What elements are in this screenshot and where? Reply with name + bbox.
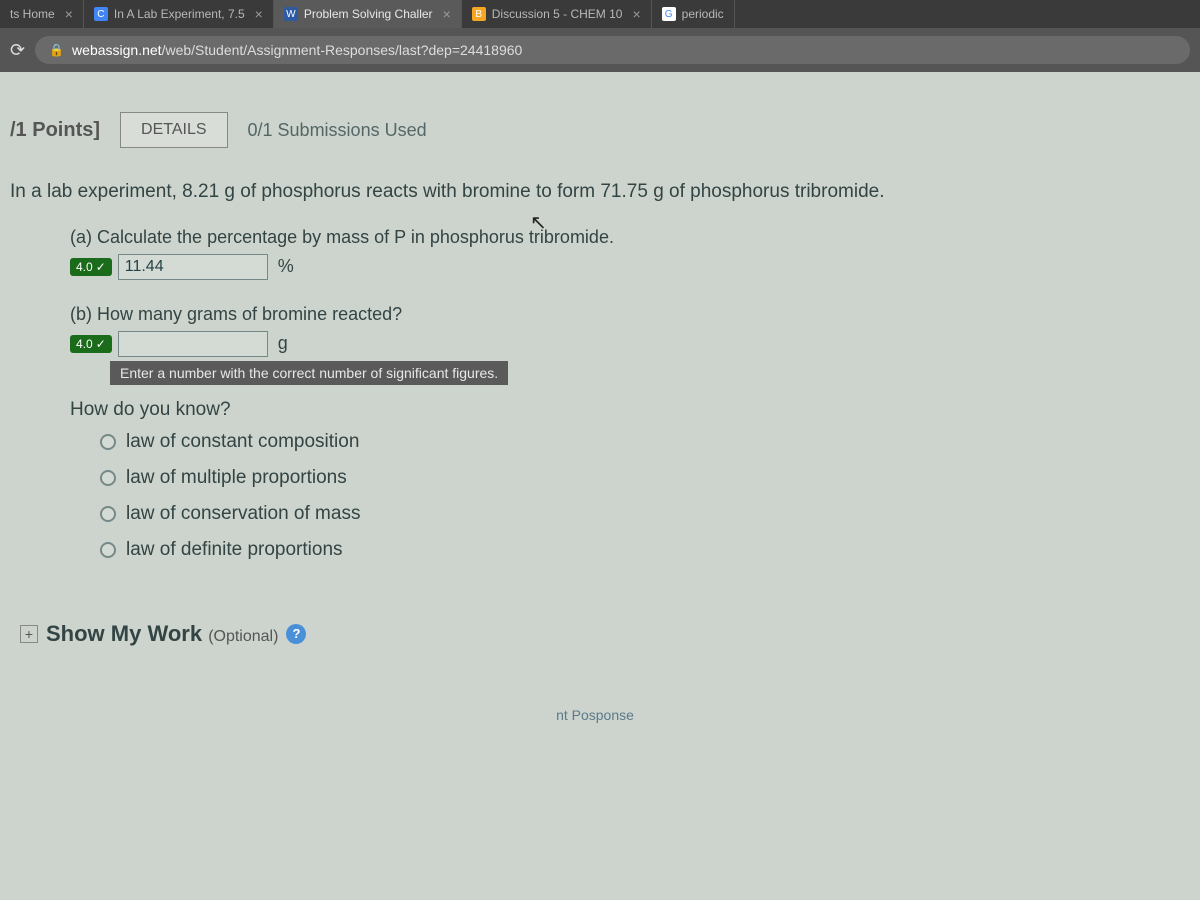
part-a-input[interactable] (118, 254, 268, 280)
radio-conservation-mass[interactable]: law of conservation of mass (100, 503, 1180, 525)
expand-icon[interactable]: + (20, 625, 38, 643)
tab-discussion[interactable]: B Discussion 5 - CHEM 10 × (462, 0, 652, 28)
tab-problem-solving[interactable]: W Problem Solving Challer × (274, 0, 462, 28)
part-a-answer-row: 4.0✓ % (70, 254, 1180, 280)
cengage-favicon-icon: C (94, 7, 108, 21)
close-icon[interactable]: × (632, 6, 640, 22)
radio-definite-proportions[interactable]: law of definite proportions (100, 539, 1180, 561)
part-b-answer-row: 4.0✓ g (70, 331, 1180, 357)
radio-icon (100, 434, 116, 450)
tab-label: ts Home (10, 7, 55, 21)
lock-icon: 🔒 (49, 43, 64, 57)
radio-constant-composition[interactable]: law of constant composition (100, 431, 1180, 453)
url-bar[interactable]: 🔒 webassign.net/web/Student/Assignment-R… (35, 36, 1190, 64)
details-button[interactable]: DETAILS (120, 112, 228, 148)
part-b-input[interactable] (118, 331, 268, 357)
radio-label: law of constant composition (126, 431, 359, 453)
points-row: /1 Points] DETAILS 0/1 Submissions Used (10, 112, 1180, 148)
tab-periodic[interactable]: G periodic (652, 0, 735, 28)
hint-box: Enter a number with the correct number o… (110, 361, 508, 385)
radio-icon (100, 506, 116, 522)
tab-home[interactable]: ts Home × (0, 0, 84, 28)
blackboard-favicon-icon: B (472, 7, 486, 21)
part-b-unit: g (278, 333, 288, 354)
radio-icon (100, 470, 116, 486)
close-icon[interactable]: × (255, 6, 263, 22)
tab-label: periodic (682, 7, 724, 21)
close-icon[interactable]: × (443, 6, 451, 22)
show-my-work-label[interactable]: Show My Work (Optional) (46, 621, 278, 647)
part-b-label: (b) How many grams of bromine reacted? (70, 304, 1180, 325)
help-icon[interactable]: ? (286, 624, 306, 644)
main-content: /1 Points] DETAILS 0/1 Submissions Used … (0, 72, 1200, 743)
close-icon[interactable]: × (65, 6, 73, 22)
part-a: (a) Calculate the percentage by mass of … (70, 227, 1180, 280)
points-label: /1 Points] (10, 119, 100, 142)
radio-multiple-proportions[interactable]: law of multiple proportions (100, 467, 1180, 489)
radio-label: law of multiple proportions (126, 467, 347, 489)
part-a-unit: % (278, 256, 294, 277)
reload-icon[interactable]: ⟳ (10, 40, 25, 61)
question-text: In a lab experiment, 8.21 g of phosphoru… (10, 178, 1180, 207)
radio-icon (100, 542, 116, 558)
score-badge: 4.0✓ (70, 258, 112, 276)
sub-question: How do you know? (70, 399, 1180, 421)
tab-label: Problem Solving Challer (304, 7, 433, 21)
score-badge: 4.0✓ (70, 335, 112, 353)
url-text: webassign.net/web/Student/Assignment-Res… (72, 42, 522, 58)
google-favicon-icon: G (662, 7, 676, 21)
check-icon: ✓ (96, 337, 106, 351)
show-my-work-row: + Show My Work (Optional) ? (20, 621, 1180, 647)
browser-tab-bar: ts Home × C In A Lab Experiment, 7.5 × W… (0, 0, 1200, 28)
url-bar-row: ⟳ 🔒 webassign.net/web/Student/Assignment… (0, 28, 1200, 72)
part-a-label: (a) Calculate the percentage by mass of … (70, 227, 1180, 248)
check-icon: ✓ (96, 260, 106, 274)
part-b: (b) How many grams of bromine reacted? 4… (70, 304, 1180, 561)
bottom-cut-text: nt Posponse (10, 707, 1180, 723)
submissions-label: 0/1 Submissions Used (248, 120, 427, 141)
tab-lab-experiment[interactable]: C In A Lab Experiment, 7.5 × (84, 0, 274, 28)
tab-label: Discussion 5 - CHEM 10 (492, 7, 623, 21)
tab-label: In A Lab Experiment, 7.5 (114, 7, 245, 21)
radio-label: law of conservation of mass (126, 503, 360, 525)
radio-list: law of constant composition law of multi… (100, 431, 1180, 561)
webassign-favicon-icon: W (284, 7, 298, 21)
radio-label: law of definite proportions (126, 539, 343, 561)
